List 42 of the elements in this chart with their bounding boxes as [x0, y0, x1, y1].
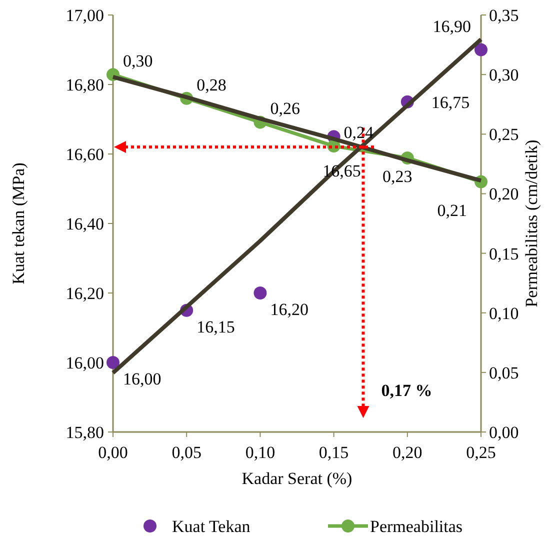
y2-tick-label: 0,20 — [489, 184, 519, 204]
y2-tick-label: 0,10 — [489, 304, 519, 323]
x-tick-label: 0,00 — [98, 443, 128, 462]
y-axis-title: Kuat tekan (MPa) — [9, 162, 28, 284]
y2-axis-title: Permeabilitas (cm/detik) — [522, 140, 541, 308]
data-label: 0,24 — [344, 123, 374, 142]
point — [106, 356, 120, 369]
data-label: 0,28 — [196, 75, 226, 94]
x-tick-label: 0,15 — [318, 443, 349, 462]
line-series — [111, 37, 483, 375]
y-tick-label: 16,60 — [66, 145, 104, 164]
data-label: 16,15 — [196, 317, 235, 336]
legend-label: Permeabilitas — [370, 517, 463, 536]
point — [254, 286, 267, 300]
data-label: 16,90 — [432, 16, 471, 36]
x-tick-label: 0,25 — [466, 443, 496, 462]
data-label: 0,23 — [382, 166, 412, 186]
data-label: 0,26 — [270, 99, 300, 118]
data-label: 16,75 — [431, 92, 470, 112]
y-tick-label: 16,00 — [66, 354, 104, 372]
y2-tick-label: 0,30 — [489, 66, 519, 85]
x-tick-label: 0,10 — [245, 443, 276, 462]
y2-tick-label: 0,05 — [489, 363, 519, 382]
x-axis-title: Kadar Serat (%) — [242, 469, 352, 488]
y-tick-label: 16,80 — [66, 76, 104, 94]
ref-line-label: 0,17 % — [381, 381, 432, 400]
y2-tick-label: 0,00 — [489, 423, 519, 442]
data-label: 0,30 — [123, 52, 153, 71]
y2-tick-label: 0,15 — [489, 244, 519, 264]
y2-tick-label: 0,25 — [489, 125, 519, 144]
x-tick-label: 0,20 — [392, 443, 422, 462]
data-label: 16,00 — [123, 370, 162, 388]
y2-tick-label: 0,35 — [489, 6, 519, 25]
point — [474, 43, 488, 56]
x-tick-label: 0,05 — [172, 443, 202, 462]
y-tick-label: 16,40 — [66, 214, 104, 234]
y-tick-label: 16,20 — [66, 284, 104, 303]
y-tick-label: 15,80 — [66, 423, 104, 442]
legend-label: Kuat Tekan — [172, 517, 251, 536]
y-tick-label: 17,00 — [66, 6, 104, 25]
data-label: 16,20 — [270, 300, 308, 319]
data-label: 0,21 — [437, 200, 467, 220]
